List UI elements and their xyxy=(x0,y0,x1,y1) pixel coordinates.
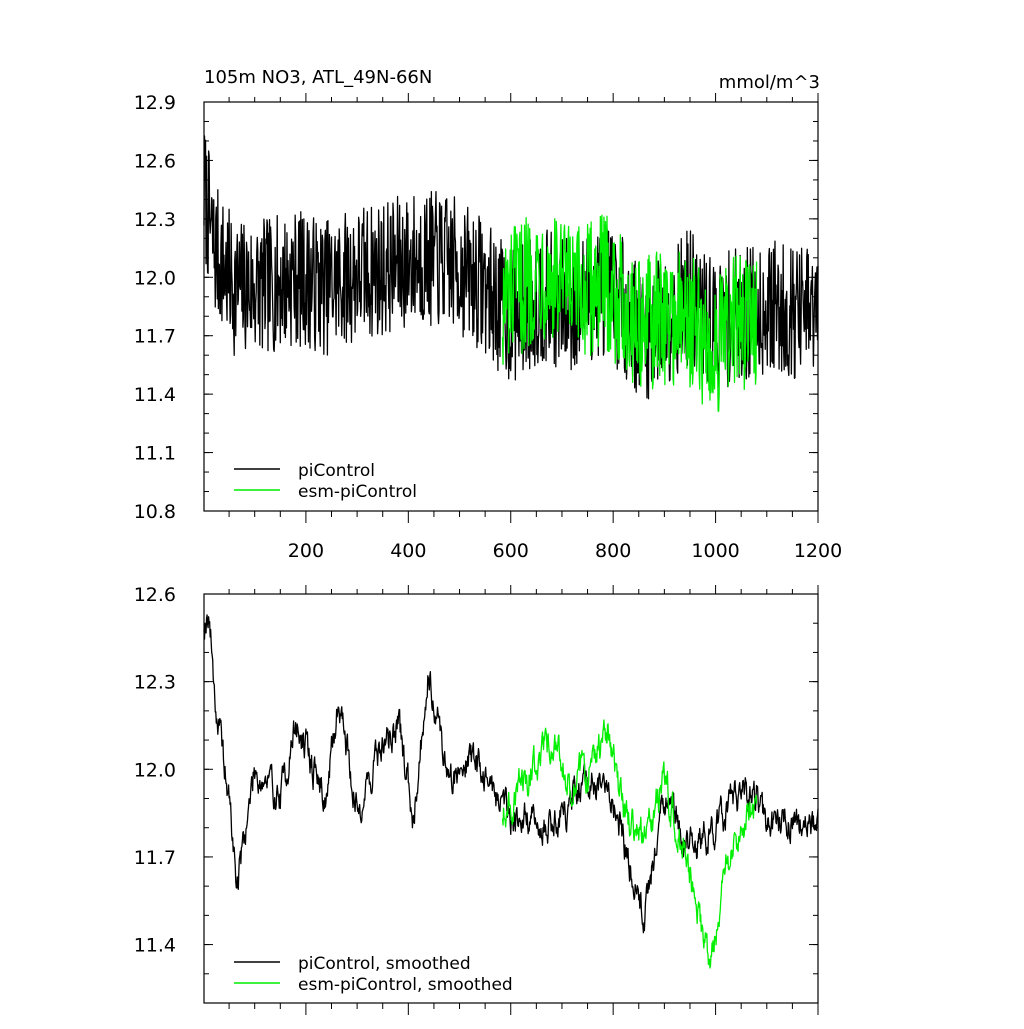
bottom-panel: 11.4 11.7 12.0 12.3 12.6 piControl, smoothed… xyxy=(134,584,819,1015)
top-series-group xyxy=(203,135,819,412)
y-tick-label: 12.3 xyxy=(134,672,176,694)
x-tick-label: 200 xyxy=(288,540,324,562)
legend-label-esm-picontrol: esm-piControl xyxy=(298,482,417,502)
y-tick-label: 12.9 xyxy=(134,92,176,114)
series-line-picontrol-smoothed xyxy=(203,614,819,934)
x-tick-label: 400 xyxy=(390,540,426,562)
x-tick-label: 1000 xyxy=(691,540,739,562)
series-line-esm-picontrol-smoothed xyxy=(501,719,758,969)
units-label: mmol/m^3 xyxy=(719,72,820,93)
y-tick-label: 11.7 xyxy=(134,847,176,869)
legend-label-picontrol: piControl xyxy=(298,461,375,481)
top-axis-ticks: 10.8 11.1 11.4 11.7 12.0 12.3 12.6 12.9 200 400 60… xyxy=(134,92,842,562)
y-tick-label: 11.1 xyxy=(134,443,176,465)
x-tick-label: 1200 xyxy=(794,540,842,562)
y-tick-label: 12.0 xyxy=(134,267,176,289)
y-tick-label: 11.4 xyxy=(134,384,176,406)
y-tick-label: 12.0 xyxy=(134,759,176,781)
y-tick-label: 12.6 xyxy=(134,584,176,606)
x-tick-label: 800 xyxy=(595,540,631,562)
bottom-plot-frame xyxy=(203,593,819,1004)
bottom-legend: piControl, smoothed esm-piControl, smoot… xyxy=(234,954,513,995)
legend-label-picontrol-smoothed: piControl, smoothed xyxy=(298,954,471,974)
top-legend: piControl esm-piControl xyxy=(234,461,417,502)
bottom-axis-ticks: 11.4 11.7 12.0 12.3 12.6 xyxy=(134,584,819,1015)
y-tick-label: 11.7 xyxy=(134,326,176,348)
top-panel: 105m NO3, ATL_49N-66N mmol/m^3 10.811.11… xyxy=(134,67,842,562)
y-tick-label: 10.8 xyxy=(134,501,176,523)
y-tick-label: 12.6 xyxy=(134,150,176,172)
chart-title: 105m NO3, ATL_49N-66N xyxy=(204,67,432,88)
bottom-series-group xyxy=(203,614,819,969)
x-tick-label: 600 xyxy=(493,540,529,562)
legend-label-esm-picontrol-smoothed: esm-piControl, smoothed xyxy=(298,975,513,995)
series-line-esm-picontrol xyxy=(501,214,758,412)
y-tick-label: 11.4 xyxy=(134,935,176,957)
y-tick-label: 12.3 xyxy=(134,209,176,231)
